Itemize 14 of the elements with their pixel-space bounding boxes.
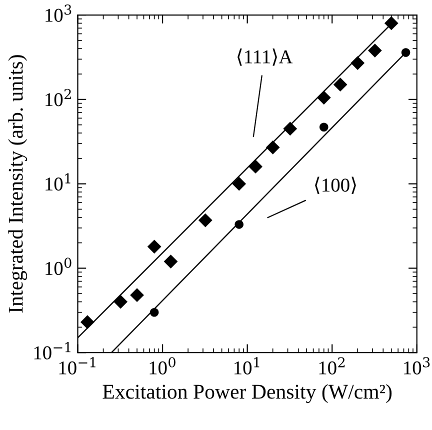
x-tick-label: 10$^{2}$	[319, 357, 345, 374]
y-tick-label: 10$^{1}$	[46, 173, 70, 191]
x-tick-label: 10$^{3}$	[404, 357, 430, 374]
y-axis-title: Integrated Intensity (arb. units)	[8, 55, 28, 313]
y-tick-label: 10$^{−1}$	[34, 342, 70, 360]
y-tick-label: 10$^{3}$	[46, 4, 72, 22]
x-tick-label: 10$^{1}$	[234, 357, 260, 374]
y-tick-label: 10$^{0}$	[46, 258, 72, 276]
annotation: ⟨100⟩	[315, 176, 356, 194]
x-axis-title: Excitation Power Density (W/cm²)	[102, 384, 392, 404]
y-tick-label: 10$^{2}$	[46, 88, 71, 106]
x-tick-label: 10$^{−1}$	[59, 357, 96, 374]
annotation: ⟨111⟩A	[238, 48, 293, 66]
x-tick-label: 10$^{0}$	[150, 357, 176, 374]
